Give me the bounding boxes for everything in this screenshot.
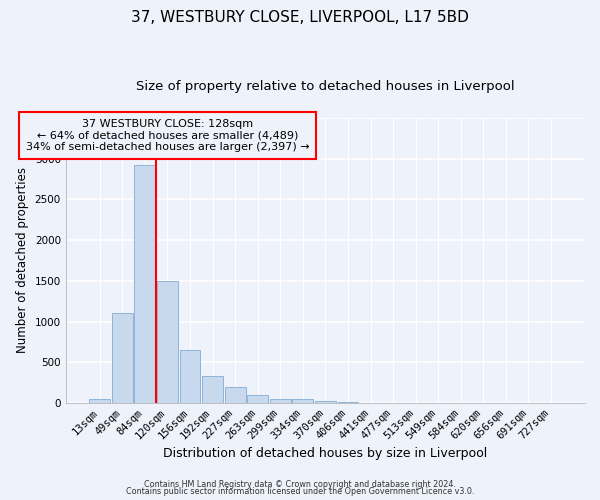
Text: Contains HM Land Registry data © Crown copyright and database right 2024.: Contains HM Land Registry data © Crown c… [144,480,456,489]
Y-axis label: Number of detached properties: Number of detached properties [16,168,29,354]
Text: 37, WESTBURY CLOSE, LIVERPOOL, L17 5BD: 37, WESTBURY CLOSE, LIVERPOOL, L17 5BD [131,10,469,25]
Bar [89,399,110,403]
Bar [134,165,155,403]
Text: 37 WESTBURY CLOSE: 128sqm
← 64% of detached houses are smaller (4,489)
34% of se: 37 WESTBURY CLOSE: 128sqm ← 64% of detac… [26,119,309,152]
Bar [157,281,178,403]
Text: Contains public sector information licensed under the Open Government Licence v3: Contains public sector information licen… [126,487,474,496]
Bar [315,400,336,403]
Bar [338,402,358,403]
X-axis label: Distribution of detached houses by size in Liverpool: Distribution of detached houses by size … [163,447,488,460]
Bar [292,400,313,403]
Title: Size of property relative to detached houses in Liverpool: Size of property relative to detached ho… [136,80,515,93]
Bar [247,395,268,403]
Bar [225,387,245,403]
Bar [179,350,200,403]
Bar [270,398,290,403]
Bar [202,376,223,403]
Bar [112,314,133,403]
